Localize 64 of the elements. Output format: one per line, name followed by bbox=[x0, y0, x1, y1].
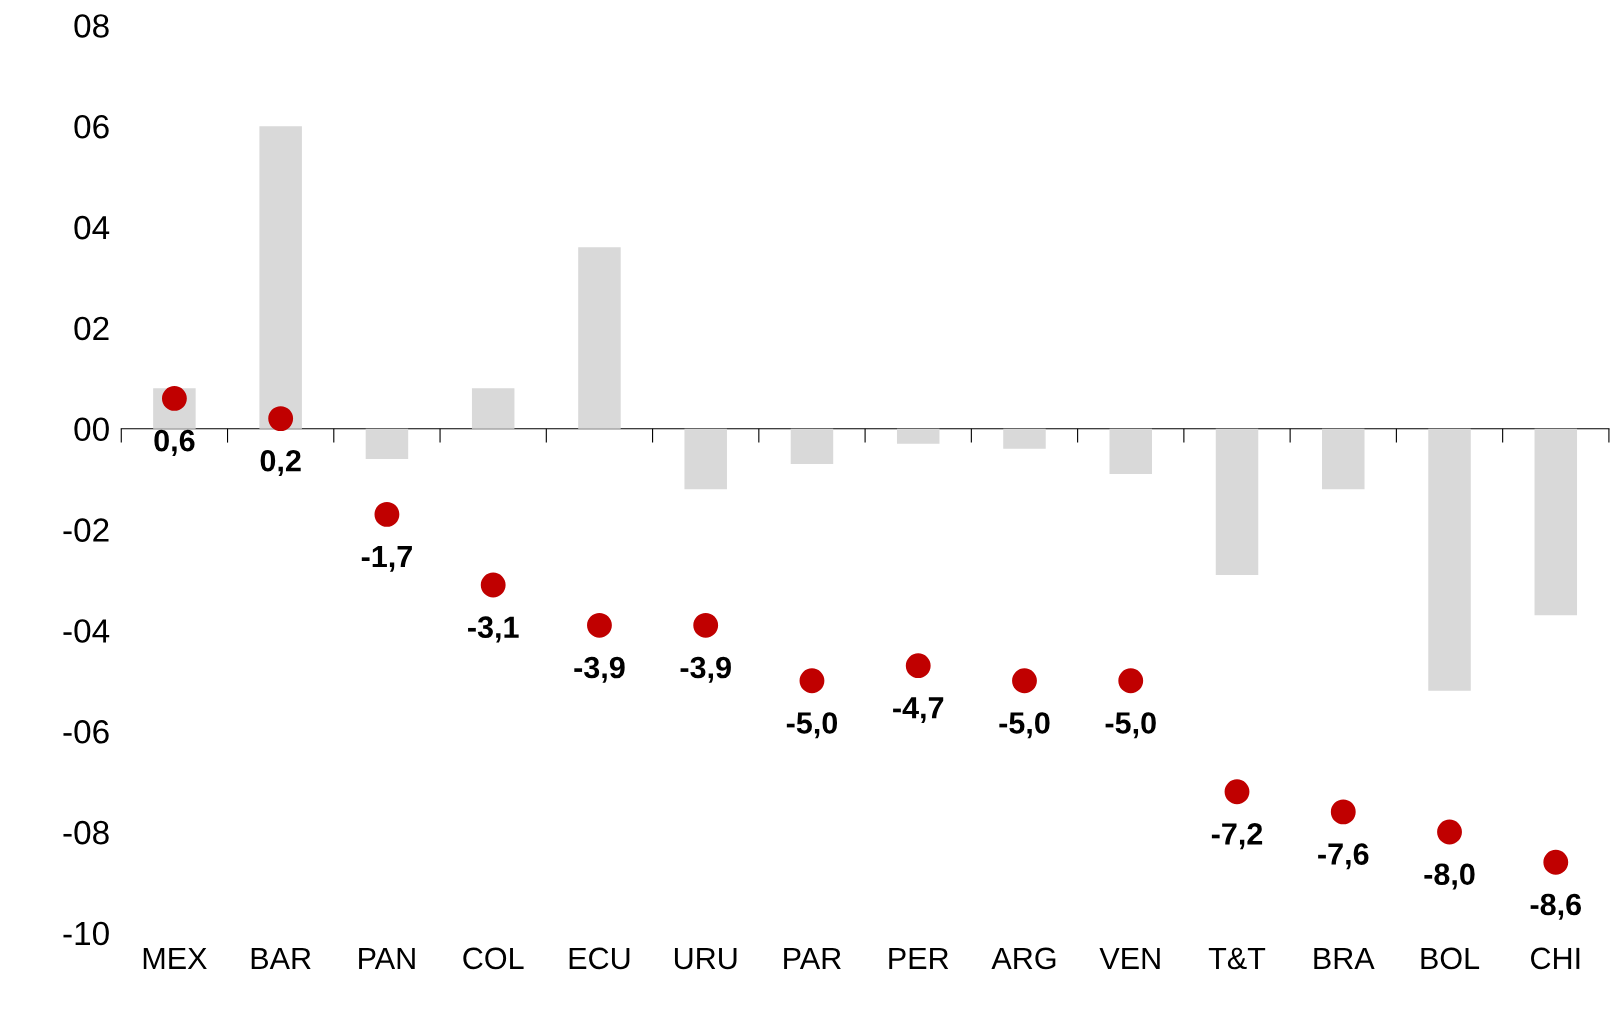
point bbox=[799, 668, 825, 694]
data-label: -1,7 bbox=[361, 546, 412, 572]
data-label: 0,6 bbox=[154, 429, 195, 456]
x-tick-label: BOL bbox=[1421, 947, 1480, 970]
bar bbox=[471, 388, 515, 429]
data-label: -3,1 bbox=[468, 616, 519, 643]
point bbox=[1330, 799, 1356, 825]
bar bbox=[1322, 428, 1365, 490]
point bbox=[1012, 668, 1037, 694]
x-tick-label: ECU bbox=[569, 947, 630, 970]
point bbox=[1543, 849, 1569, 875]
x-tick-label: T&T bbox=[1208, 947, 1266, 970]
bar bbox=[1109, 428, 1152, 475]
bar bbox=[1215, 428, 1259, 575]
bar bbox=[1534, 428, 1578, 616]
data-label: -7,2 bbox=[1211, 823, 1263, 850]
bar bbox=[896, 428, 940, 444]
point bbox=[1437, 819, 1462, 845]
x-tick-label: BRA bbox=[1314, 947, 1375, 969]
point bbox=[480, 572, 506, 598]
x-tick-label: BAR bbox=[251, 947, 311, 969]
data-label: -5,0 bbox=[1105, 712, 1156, 739]
point bbox=[587, 612, 612, 638]
data-label: -7,6 bbox=[1318, 843, 1369, 870]
x-tick-label: PER bbox=[889, 947, 949, 969]
x-tick-label: ARG bbox=[991, 947, 1056, 970]
x-tick-label: MEX bbox=[143, 947, 207, 969]
data-label: -3,9 bbox=[680, 656, 731, 683]
x-tick-label: URU bbox=[674, 947, 737, 970]
point bbox=[374, 501, 400, 527]
y-tick-label: -06 bbox=[63, 720, 109, 744]
y-tick-label: -02 bbox=[63, 518, 109, 542]
y-tick-label: 02 bbox=[74, 316, 109, 341]
y-tick-label: 08 bbox=[74, 14, 109, 38]
y-tick-label: -08 bbox=[63, 820, 109, 845]
point bbox=[1118, 668, 1144, 694]
y-tick-label: 04 bbox=[74, 215, 110, 240]
y-tick-label: -04 bbox=[63, 619, 110, 643]
y-tick-label: 00 bbox=[74, 417, 109, 442]
bar bbox=[259, 126, 302, 429]
bar bbox=[790, 428, 834, 464]
bar bbox=[684, 428, 727, 490]
data-label: -5,0 bbox=[999, 712, 1050, 739]
bar bbox=[1428, 428, 1471, 691]
bar bbox=[1003, 428, 1046, 449]
data-label: -3,9 bbox=[574, 656, 625, 683]
data-label: -8,0 bbox=[1424, 863, 1475, 890]
y-tick-label: -10 bbox=[63, 921, 109, 946]
point bbox=[1224, 779, 1250, 805]
y-tick-label: 06 bbox=[74, 114, 109, 139]
x-tick-label: PAR bbox=[784, 947, 841, 969]
data-label: -5,0 bbox=[786, 712, 838, 739]
data-label: -4,7 bbox=[893, 697, 944, 724]
bar bbox=[578, 247, 621, 429]
data-label: -8,6 bbox=[1530, 893, 1582, 920]
x-tick-label: VEN bbox=[1099, 947, 1160, 969]
point bbox=[905, 653, 931, 679]
x-tick-label: COL bbox=[463, 947, 524, 970]
x-tick-label: PAN bbox=[359, 947, 415, 969]
point bbox=[693, 612, 719, 638]
data-label: 0,2 bbox=[260, 449, 301, 477]
x-tick-label: CHI bbox=[1531, 947, 1580, 970]
bar bbox=[365, 428, 409, 459]
point bbox=[268, 406, 294, 432]
